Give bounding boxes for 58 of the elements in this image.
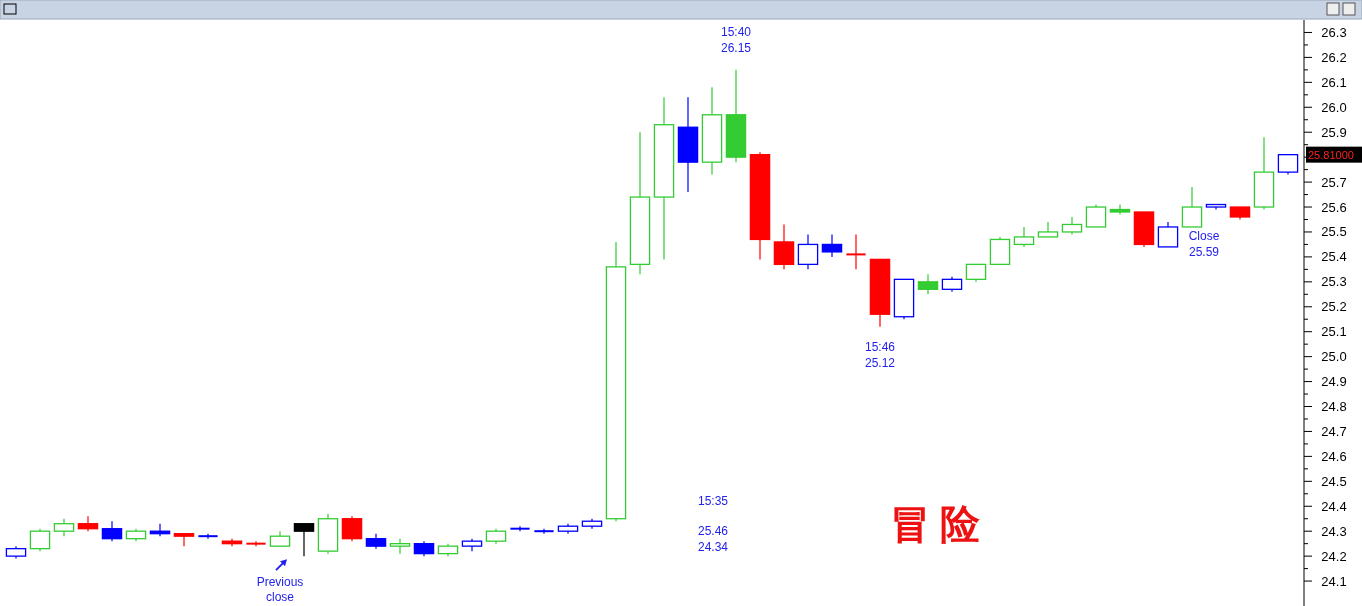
candlestick: [29, 528, 51, 552]
y-tick-label: 25.3: [1321, 274, 1347, 290]
annotation: 25.12: [864, 355, 896, 370]
candlestick: [1277, 154, 1299, 176]
y-tick-label: 24.2: [1321, 548, 1347, 564]
annotation: 15:46: [864, 339, 896, 354]
annotation: Close: [1188, 228, 1220, 243]
y-tick-label: 25.2: [1321, 299, 1347, 315]
annotation: Previous: [256, 575, 304, 590]
y-tick-label: 24.7: [1321, 423, 1347, 439]
candlestick: [245, 540, 267, 547]
y-tick-label: 24.3: [1321, 523, 1347, 539]
candlestick: [197, 533, 219, 540]
y-tick-label: 24.5: [1321, 473, 1347, 489]
annotation: 25.59: [1188, 244, 1220, 259]
candlestick: [1109, 203, 1131, 216]
y-tick-label: 26.2: [1321, 49, 1347, 65]
candlestick: [341, 515, 363, 542]
annotation: 15:35: [698, 494, 729, 509]
candlestick: [77, 515, 99, 532]
y-tick-label: 25.6: [1321, 199, 1347, 215]
y-tick-label: 25.9: [1321, 124, 1347, 140]
candlestick: [821, 233, 843, 258]
candlestick: [797, 233, 819, 270]
annotation: 15:40: [720, 24, 752, 39]
y-tick-label: 25.5: [1321, 224, 1347, 240]
y-tick-label: 25.4: [1321, 249, 1347, 265]
annotation: 24.34: [698, 540, 729, 555]
candlestick: [1085, 203, 1107, 228]
y-tick-label: 26.0: [1321, 99, 1347, 115]
candlestick: [1037, 221, 1059, 238]
candlestick: [773, 223, 795, 270]
candlestick: [1157, 221, 1179, 248]
candlestick: [917, 273, 939, 295]
annotation: close: [265, 590, 295, 605]
candlestick: [389, 538, 411, 555]
y-tick-label: 25.1: [1321, 324, 1347, 340]
candlestick: [173, 533, 195, 547]
y-tick-label: 24.8: [1321, 399, 1347, 415]
candlestick: [845, 233, 867, 270]
y-tick-label: 24.4: [1321, 498, 1347, 514]
candlestick: [101, 520, 123, 542]
candlestick: [1181, 186, 1203, 228]
text: 25.81000: [1308, 148, 1354, 161]
y-tick-label: 26.3: [1321, 24, 1347, 40]
annotation: 冒险: [890, 500, 990, 547]
y-tick-label: 25.0: [1321, 349, 1347, 365]
annotation: 25.46: [698, 524, 729, 539]
candlestick: [293, 523, 315, 557]
y-tick-label: 24.1: [1321, 573, 1347, 589]
y-tick-label: 24.6: [1321, 448, 1347, 464]
y-tick-label: 25.7: [1321, 174, 1347, 190]
candlestick: [533, 528, 555, 535]
candlestick: [509, 525, 531, 532]
y-tick-label: 26.1: [1321, 74, 1347, 90]
y-tick-label: 24.9: [1321, 374, 1347, 390]
candlestick: [1013, 226, 1035, 248]
annotation: 26.15: [720, 40, 752, 55]
